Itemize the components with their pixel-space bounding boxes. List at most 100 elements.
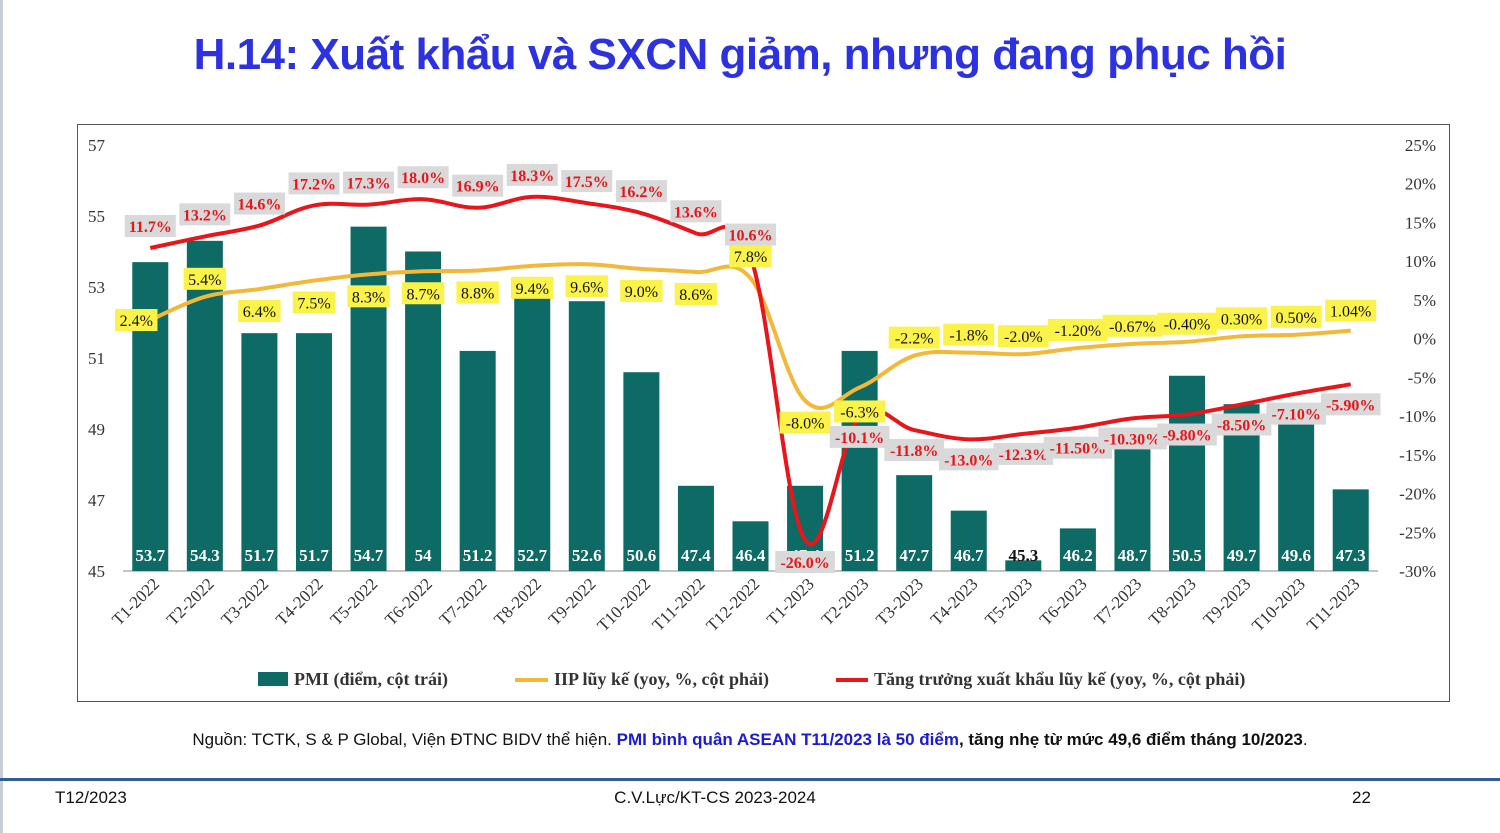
export-data-label-box xyxy=(1266,402,1326,425)
iip-data-label: -2.0% xyxy=(1004,329,1043,346)
chart-frame: 45 47 49 51 53 55 57 -30% -25% -20% -15% -10% -5% 0% 5… xyxy=(77,124,1450,702)
iip-data-label-box xyxy=(115,309,158,332)
iip-data-label-box xyxy=(1048,318,1108,341)
right-axis-tick: 25% xyxy=(1405,136,1436,155)
export-data-label: -9.80% xyxy=(1162,428,1211,445)
x-axis-tick: T3-2023 xyxy=(872,574,927,629)
export-data-label: 13.2% xyxy=(183,207,227,224)
x-axis-tick: T10-2023 xyxy=(1248,574,1309,635)
pmi-bar-label: 52.7 xyxy=(517,546,547,565)
pmi-bar-label: 51.7 xyxy=(299,546,329,565)
source-note-highlight: PMI bình quân ASEAN T11/2023 là 50 điểm xyxy=(616,730,959,749)
left-axis-tick: 55 xyxy=(88,207,105,226)
pmi-bar xyxy=(350,226,387,571)
pmi-bar xyxy=(241,333,278,571)
iip-data-label-box xyxy=(997,325,1049,348)
iip-data-label-box xyxy=(511,276,554,299)
slide-title: H.14: Xuất khẩu và SXCN giảm, nhưng đang… xyxy=(193,30,1287,79)
iip-data-label: 1.04% xyxy=(1330,304,1371,321)
pmi-bar-label: 48.7 xyxy=(1118,546,1148,565)
right-axis-tick: -5% xyxy=(1408,368,1436,387)
iip-data-label-box xyxy=(834,400,886,423)
export-data-label: 11.7% xyxy=(129,219,172,236)
source-note-prefix: Nguồn: TCTK, S & P Global, Viện ĐTNC BID… xyxy=(192,730,617,749)
iip-data-label-box xyxy=(1325,299,1377,322)
iip-data-label-box xyxy=(183,267,227,290)
export-data-label-box xyxy=(725,223,776,246)
iip-data-label-box xyxy=(1216,307,1268,330)
right-axis-tick: -20% xyxy=(1399,485,1436,504)
export-data-label: 18.3% xyxy=(510,168,554,185)
iip-data-label-box xyxy=(238,300,281,323)
pmi-bar xyxy=(623,372,660,571)
pmi-bar-label: 54.3 xyxy=(190,546,220,565)
export-data-label-box xyxy=(288,172,340,195)
iip-data-label: 9.0% xyxy=(625,284,658,301)
x-axis-tick: T2-2023 xyxy=(818,574,873,629)
x-axis-tick: T8-2023 xyxy=(1145,574,1200,629)
iip-data-label: 9.4% xyxy=(516,281,549,298)
export-data-label: 13.6% xyxy=(674,204,718,221)
pmi-bar xyxy=(677,485,714,571)
iip-data-label: -6.3% xyxy=(840,404,879,421)
export-data-label-box xyxy=(775,551,835,574)
pmi-bar xyxy=(1278,407,1315,571)
export-data-label: -10.1% xyxy=(835,430,884,447)
export-data-label: -11.8% xyxy=(890,443,938,460)
export-data-label-box xyxy=(884,439,944,462)
export-data-label-box xyxy=(1157,423,1217,446)
right-axis-tick: 20% xyxy=(1405,175,1436,194)
export-data-label: -26.0% xyxy=(780,555,829,572)
legend-pmi-label: PMI (điểm, cột trái) xyxy=(294,669,448,690)
iip-data-label: 0.50% xyxy=(1275,310,1316,327)
x-axis-tick: T7-2023 xyxy=(1090,574,1145,629)
iip-data-label-box xyxy=(1102,314,1163,337)
iip-data-label-box xyxy=(401,282,445,305)
pmi-bar xyxy=(186,240,223,571)
export-data-label-box xyxy=(1320,393,1381,416)
x-axis-tick: T11-2023 xyxy=(1303,574,1363,634)
source-note-suffix: , tăng nhẹ từ mức 49,6 điểm tháng 10/202… xyxy=(958,730,1303,749)
export-data-label: 17.3% xyxy=(347,176,391,193)
iip-data-label: -0.67% xyxy=(1109,319,1156,336)
x-axis-tick: T12-2022 xyxy=(702,574,763,635)
iip-data-label-box xyxy=(292,291,336,314)
export-data-label-box xyxy=(179,203,231,226)
pmi-bar-label: 54 xyxy=(415,546,433,565)
right-axis-tick: 15% xyxy=(1405,213,1436,232)
export-data-label: 16.2% xyxy=(619,184,663,201)
export-data-label-box xyxy=(993,442,1054,465)
iip-data-label: 9.6% xyxy=(570,279,603,296)
pmi-bar-label: 49.6 xyxy=(1281,546,1311,565)
export-data-label: 18.0% xyxy=(401,170,445,187)
iip-data-label: 5.4% xyxy=(188,272,221,289)
export-data-label: -7.10% xyxy=(1271,407,1320,424)
export-data-label-box xyxy=(452,174,504,197)
iip-data-label: 8.6% xyxy=(679,287,712,304)
export-data-label: -13.0% xyxy=(944,452,993,469)
right-axis-tick: -15% xyxy=(1399,446,1436,465)
pmi-bar xyxy=(132,262,169,571)
iip-data-label-box xyxy=(779,411,831,434)
footer-rule xyxy=(0,778,1500,781)
footer-page-number: 22 xyxy=(1352,788,1371,807)
iip-data-label: 7.5% xyxy=(297,296,330,313)
export-data-label-box xyxy=(1098,427,1167,450)
footer-date: T12/2023 xyxy=(55,788,127,807)
left-axis-tick: 53 xyxy=(88,278,105,297)
x-axis-tick: T3-2022 xyxy=(217,574,272,629)
x-axis-tick: T6-2023 xyxy=(1036,574,1091,629)
iip-data-label: 2.4% xyxy=(120,313,153,330)
iip-data-label: 8.8% xyxy=(461,285,494,302)
iip-data-label-box xyxy=(729,245,772,268)
iip-data-label: 8.3% xyxy=(352,289,385,306)
export-data-label: -8.50% xyxy=(1217,417,1266,434)
pmi-bar-label: 50.5 xyxy=(1172,546,1202,565)
pmi-bar xyxy=(896,475,933,571)
pmi-bar xyxy=(1005,560,1042,571)
x-axis-tick: T11-2022 xyxy=(648,574,708,634)
pmi-bar-label: 51.7 xyxy=(245,546,275,565)
iip-data-label-box xyxy=(674,283,718,306)
pmi-bar-label: 46.2 xyxy=(1063,546,1093,565)
export-data-label-box xyxy=(1043,436,1112,459)
